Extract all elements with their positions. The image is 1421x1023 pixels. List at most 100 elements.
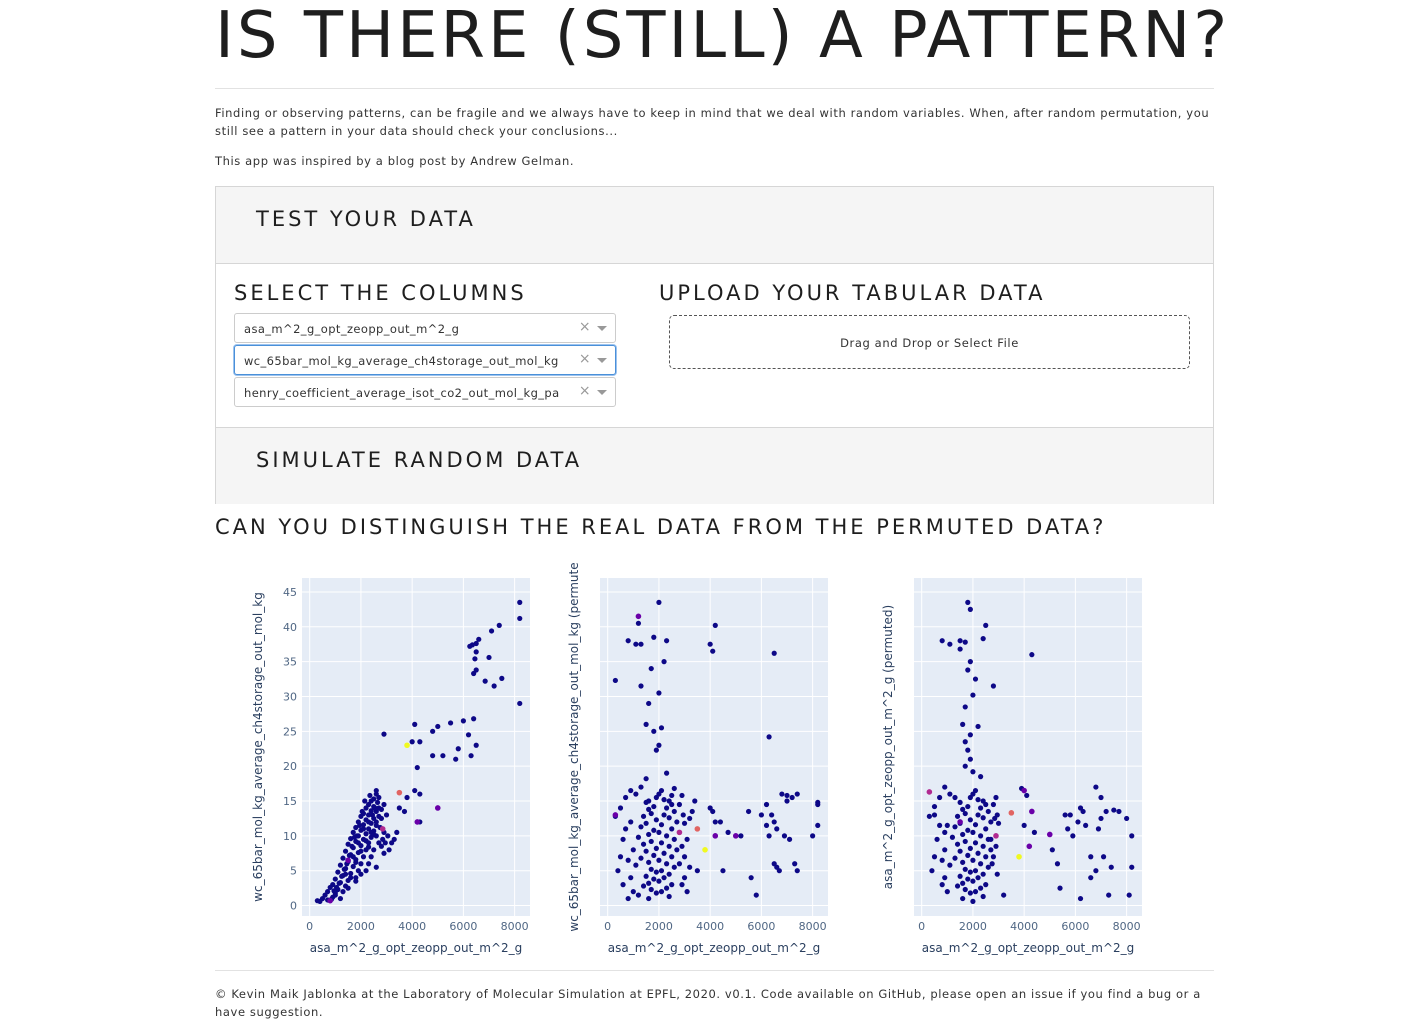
data-point <box>412 787 418 794</box>
data-point <box>348 875 354 881</box>
data-point <box>473 742 479 748</box>
y-axis-label: wc_65bar_mol_kg_average_ch4storage_out_m… <box>251 592 265 902</box>
data-point <box>638 641 644 647</box>
data-point <box>486 654 492 661</box>
data-point <box>404 794 410 801</box>
data-point <box>1108 864 1114 870</box>
data-point <box>664 833 670 839</box>
data-point <box>965 747 971 753</box>
data-point <box>346 852 352 858</box>
data-point <box>1129 833 1135 839</box>
scatter-plot-real[interactable]: 0 2000 4000 6000 8000 0 5 10 15 20 25 30 35 40 45 asa_m… <box>230 550 550 960</box>
data-point <box>499 675 505 681</box>
data-point <box>646 798 652 804</box>
chevron-down-icon[interactable] <box>597 326 607 331</box>
data-point <box>710 648 716 654</box>
data-point <box>970 898 976 904</box>
data-point-highlight <box>404 742 410 749</box>
data-point <box>962 810 968 817</box>
data-point <box>653 845 659 851</box>
simulate-data-header[interactable]: SIMULATE RANDOM DATA <box>216 427 1213 504</box>
data-point <box>664 861 670 867</box>
data-point <box>1070 833 1076 839</box>
data-point <box>335 869 341 875</box>
data-point <box>360 854 367 860</box>
file-upload-dropzone[interactable]: Drag and Drop or Select File <box>669 315 1190 369</box>
y-column-dropdown[interactable]: wc_65bar_mol_kg_average_ch4storage_out_m… <box>234 345 616 375</box>
data-point <box>643 873 649 879</box>
data-point <box>939 638 945 644</box>
data-point <box>967 756 973 762</box>
data-point-highlight <box>327 897 333 904</box>
scatter-plot-permuted-y[interactable]: 0 2000 4000 6000 8000 asa_m^2_g_opt_zeopp_out… <box>555 550 875 960</box>
data-point <box>435 723 441 730</box>
data-point <box>353 824 359 831</box>
data-point <box>358 848 364 854</box>
data-point <box>967 890 973 896</box>
data-point <box>707 641 713 647</box>
data-point <box>643 721 649 727</box>
data-point <box>1098 794 1104 801</box>
y-tick-label: 15 <box>283 795 297 808</box>
data-point <box>666 871 672 877</box>
chevron-down-icon[interactable] <box>597 358 607 363</box>
data-point <box>784 792 790 799</box>
data-point <box>681 854 688 860</box>
data-point <box>1111 807 1117 813</box>
data-point <box>952 824 958 830</box>
chevron-down-icon[interactable] <box>597 390 607 395</box>
clear-icon[interactable]: × <box>578 351 591 367</box>
data-point <box>651 876 657 882</box>
clear-icon[interactable]: × <box>578 319 591 335</box>
data-point <box>1049 847 1055 853</box>
data-point <box>440 753 446 759</box>
y-tick-label: 20 <box>283 760 297 773</box>
data-point <box>341 866 347 872</box>
data-point <box>990 801 997 808</box>
data-point <box>725 829 731 835</box>
y-axis-label: wc_65bar_mol_kg_average_ch4storage_out_m… <box>567 562 581 931</box>
data-point <box>939 882 945 888</box>
footer-suffix: , please open an issue if you find a bug… <box>215 987 1201 1019</box>
y-axis-label: asa_m^2_g_opt_zeopp_out_m^2_g (permuted) <box>881 605 895 889</box>
data-point-highlight <box>414 819 421 825</box>
data-point-highlight <box>1016 853 1022 860</box>
data-point <box>372 805 378 811</box>
data-point <box>1100 854 1107 860</box>
data-point-highlight <box>1029 808 1035 815</box>
data-point <box>337 895 344 902</box>
test-data-title: TEST YOUR DATA <box>256 207 476 231</box>
clear-icon[interactable]: × <box>578 383 591 399</box>
data-point <box>983 882 989 888</box>
data-point <box>712 622 718 628</box>
data-point <box>648 866 654 872</box>
github-link[interactable]: GitHub <box>878 987 922 1001</box>
data-point <box>381 731 387 737</box>
data-point <box>625 857 631 863</box>
x-column-dropdown[interactable]: asa_m^2_g_opt_zeopp_out_m^2_g × <box>234 313 616 343</box>
data-point <box>658 889 665 895</box>
data-point <box>401 808 408 815</box>
y-tick-label: 35 <box>283 656 297 669</box>
data-point <box>430 753 436 759</box>
data-point-highlight <box>434 805 441 811</box>
scatter-plot-permuted-x[interactable]: 0 2000 4000 6000 8000 asa_m^2_g_opt_zeopp_out… <box>870 550 1190 960</box>
data-point <box>648 810 654 817</box>
test-data-header[interactable]: TEST YOUR DATA <box>216 187 1213 264</box>
data-point <box>491 683 497 689</box>
data-point <box>681 820 688 826</box>
color-column-dropdown[interactable]: henry_coefficient_average_isot_co2_out_m… <box>234 377 616 407</box>
data-point <box>992 815 998 822</box>
blog-post-link[interactable]: blog post <box>387 154 447 168</box>
data-point <box>967 817 973 823</box>
data-point <box>679 843 685 849</box>
data-point <box>664 885 670 891</box>
data-point <box>954 841 961 847</box>
data-point <box>517 615 523 622</box>
data-point <box>980 871 986 877</box>
data-point <box>366 812 372 818</box>
data-point <box>960 806 966 812</box>
data-point <box>348 870 354 877</box>
data-point-highlight <box>926 789 933 795</box>
data-point <box>983 801 989 808</box>
